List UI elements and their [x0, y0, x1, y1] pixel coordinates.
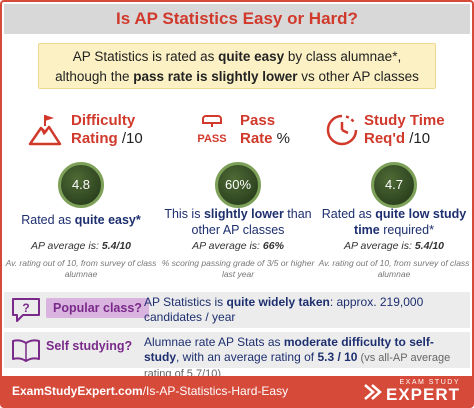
pass-note: % scoring passing grade of 3/5 or higher…: [161, 258, 315, 279]
self-study-text-mid: , with an average rating of: [176, 350, 318, 364]
clock-icon: [326, 114, 358, 146]
svg-text:PASS: PASS: [197, 133, 226, 145]
self-study-text-bold2: 5.3 / 10: [317, 350, 358, 364]
difficulty-value: 4.8: [58, 162, 104, 208]
difficulty-column: Difficulty Rating /10 4.8 Rated as quite…: [3, 100, 159, 280]
footer-bar: ExamStudyExpert.com/Is-AP-Statistics-Har…: [2, 376, 472, 406]
popular-text: AP Statistics is quite widely taken: app…: [144, 295, 462, 325]
difficulty-avg-label: AP average is:: [30, 240, 102, 252]
study-rated: Rated as quite low study time required*: [316, 206, 472, 238]
footer-url-path: /Is-AP-Statistics-Hard-Easy: [142, 384, 289, 398]
study-note: Av. rating out of 10, from survey of cla…: [318, 258, 470, 279]
difficulty-rated-pre: Rated as: [21, 213, 75, 227]
study-time-value: 4.7: [371, 162, 417, 208]
study-label: Study Time: [364, 112, 445, 129]
brand-big-text: EXPERT: [385, 385, 460, 404]
brand-small-text: EXAM STUDY: [399, 379, 460, 386]
popular-row: ? Popular class? AP Statistics is quite …: [4, 292, 470, 328]
self-study-label: Self studying?: [46, 339, 133, 353]
study-time-header: Study Time Req'd /10: [316, 108, 472, 154]
intro-line2-bold: pass rate is slightly lower: [133, 69, 298, 84]
intro-line1-bold: quite easy: [218, 49, 285, 64]
pass-label: Pass: [240, 112, 276, 129]
intro-line-1: AP Statistics is rated as quite easy by …: [39, 47, 435, 67]
difficulty-rated-bold: quite easy*: [74, 213, 141, 227]
pass-rated: This is slightly lower than other AP cla…: [160, 206, 316, 238]
pass-average: AP average is: 66%: [160, 240, 316, 252]
study-suffix: /10: [405, 130, 431, 147]
footer-url-domain: ExamStudyExpert.com: [12, 384, 143, 398]
chat-question-icon: ?: [12, 298, 40, 322]
pass-rate-header: PASS Pass Rate %: [160, 108, 316, 154]
brand-logo: EXAM STUDY EXPERT: [364, 379, 460, 404]
study-avg-label: AP average is:: [343, 240, 415, 252]
intro-line-2: although the pass rate is slightly lower…: [39, 67, 435, 87]
difficulty-note: Av. rating out of 10, from survey of cla…: [5, 258, 157, 279]
study-label-2: Req'd: [364, 130, 406, 147]
pass-suffix: %: [272, 130, 291, 147]
self-study-text: Alumnae rate AP Stats as moderate diffic…: [144, 335, 464, 382]
difficulty-average: AP average is: 5.4/10: [3, 240, 159, 252]
pass-rated-pre: This is: [164, 207, 204, 221]
page-title: Is AP Statistics Easy or Hard?: [116, 9, 358, 28]
svg-text:?: ?: [22, 301, 29, 315]
difficulty-label-2: Rating: [71, 130, 118, 147]
difficulty-rated: Rated as quite easy*: [3, 212, 159, 228]
intro-line1-pre: AP Statistics is rated as: [72, 49, 219, 64]
open-book-icon: [12, 339, 40, 362]
self-study-row: Self studying? Alumnae rate AP Stats as …: [4, 332, 470, 380]
popular-text-bold: quite widely taken: [226, 295, 330, 309]
study-avg-value: 5.4/10: [414, 240, 445, 252]
study-time-column: Study Time Req'd /10 4.7 Rated as quite …: [316, 100, 472, 280]
popular-label: Popular class?: [46, 298, 149, 318]
self-study-text-bold: moderate difficulty to self-study: [144, 335, 434, 364]
study-rated-post: required*: [379, 223, 434, 237]
pass-avg-value: 66%: [262, 240, 284, 252]
intro-line2-post: vs other AP classes: [297, 69, 419, 84]
chevron-logo-icon: [364, 384, 382, 400]
pass-rate-column: PASS Pass Rate % 60% This is slightly lo…: [160, 100, 316, 280]
pass-stamp-icon: PASS: [197, 115, 227, 145]
study-rated-pre: Rated as: [321, 207, 376, 221]
study-rated-bold: quite low study time: [354, 207, 467, 237]
difficulty-suffix: /10: [117, 130, 143, 147]
pass-avg-label: AP average is:: [192, 240, 263, 252]
pass-rated-bold: slightly lower: [203, 207, 284, 221]
mountain-flag-icon: [28, 115, 62, 146]
intro-line2-pre: although the: [55, 69, 134, 84]
pass-label-2: Rate: [240, 130, 273, 147]
intro-box: AP Statistics is rated as quite easy by …: [38, 43, 436, 89]
intro-line1-post: by class alumnae*,: [284, 49, 402, 64]
pass-rate-value: 60%: [215, 162, 261, 208]
popular-text-pre: AP Statistics is: [144, 295, 227, 309]
difficulty-label: Difficulty: [71, 112, 136, 129]
popular-text-post: : approx. 219,000 candidates / year: [144, 295, 424, 324]
self-study-text-pre: Alumnae rate AP Stats as: [144, 335, 284, 349]
footer-url[interactable]: ExamStudyExpert.com/Is-AP-Statistics-Har…: [12, 384, 288, 398]
pass-rated-post: than other AP classes: [191, 207, 312, 237]
difficulty-header: Difficulty Rating /10: [3, 108, 159, 154]
study-average: AP average is: 5.4/10: [316, 240, 472, 252]
difficulty-avg-value: 5.4/10: [101, 240, 132, 252]
header-bar: Is AP Statistics Easy or Hard?: [4, 4, 470, 34]
